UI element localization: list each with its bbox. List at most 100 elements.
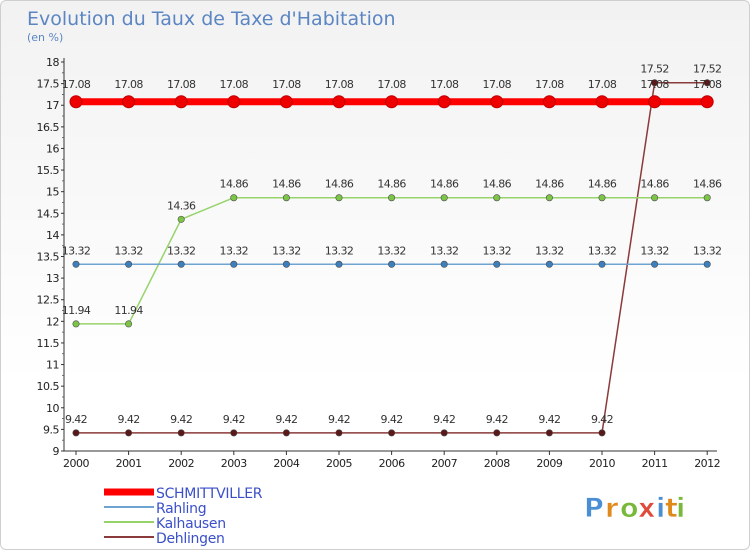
data-point: [703, 79, 711, 87]
y-tick-label: 16: [46, 142, 59, 155]
data-point: [335, 194, 343, 202]
data-label: 9.42: [170, 413, 192, 426]
data-point: [385, 95, 399, 109]
data-label: 14.86: [693, 178, 722, 191]
series-line-dehlingen: [76, 81, 708, 434]
series-lines: [76, 81, 708, 434]
data-point: [545, 194, 553, 202]
y-tick-label: 16.5: [37, 121, 60, 134]
data-point: [598, 260, 606, 268]
data-point: [703, 260, 711, 268]
chart-subtitle: (en %): [27, 31, 63, 44]
data-point: [125, 320, 133, 328]
y-tick-label: 11.5: [37, 337, 60, 350]
data-label: 17.08: [535, 78, 564, 91]
data-point: [440, 260, 448, 268]
data-label: 11.94: [62, 304, 91, 317]
data-label: 13.32: [588, 244, 617, 257]
data-label: 17.08: [588, 78, 617, 91]
x-tick-label: 2001: [116, 457, 142, 470]
y-tick-label: 18: [46, 56, 59, 69]
legend-label: SCHMITTVILLER: [156, 486, 263, 502]
data-point: [230, 260, 238, 268]
data-label: 13.32: [377, 244, 406, 257]
y-tick-label: 12.5: [37, 294, 60, 307]
data-label: 9.42: [591, 413, 613, 426]
data-point: [335, 260, 343, 268]
logo-letter: r: [605, 493, 619, 524]
data-label: 17.08: [640, 78, 669, 91]
data-label: 17.08: [272, 78, 301, 91]
data-point: [493, 429, 501, 437]
legend-label: Rahling: [156, 501, 206, 517]
data-label: 17.08: [62, 78, 91, 91]
data-label: 13.32: [325, 244, 354, 257]
data-label: 13.32: [640, 244, 669, 257]
x-tick-label: 2000: [63, 457, 89, 470]
chart-title: Evolution du Taux de Taxe d'Habitation: [27, 8, 396, 30]
data-label: 9.42: [275, 413, 297, 426]
data-label: 9.42: [118, 413, 140, 426]
logo-letter: i: [676, 493, 685, 524]
data-label: 17.08: [430, 78, 459, 91]
logo-letter: P: [584, 493, 604, 524]
data-label: 13.32: [693, 244, 722, 257]
data-label: 17.08: [483, 78, 512, 91]
y-tick-label: 17: [46, 99, 59, 112]
data-label: 17.08: [114, 78, 143, 91]
data-label: 9.42: [65, 413, 87, 426]
data-point: [493, 260, 501, 268]
data-label: 14.86: [483, 178, 512, 191]
legend-label: Dehlingen: [156, 531, 225, 547]
data-point: [700, 95, 714, 109]
data-point: [595, 95, 609, 109]
data-label: 17.52: [640, 63, 669, 76]
data-point: [174, 95, 188, 109]
data-label: 11.94: [114, 304, 143, 317]
data-point: [279, 95, 293, 109]
data-label: 13.32: [272, 244, 301, 257]
legend-label: Kalhausen: [156, 516, 226, 532]
logo-letter: o: [620, 493, 639, 524]
data-point: [282, 260, 290, 268]
data-point: [651, 194, 659, 202]
logo-letter: t: [665, 493, 678, 524]
y-tick-label: 15.5: [37, 164, 60, 177]
data-label: 9.42: [223, 413, 245, 426]
series-markers: [69, 79, 714, 437]
x-tick-label: 2003: [221, 457, 247, 470]
data-point: [648, 95, 662, 109]
data-label: 13.32: [167, 244, 196, 257]
data-point: [125, 260, 133, 268]
data-point: [72, 260, 80, 268]
data-label: 9.42: [486, 413, 508, 426]
data-label: 9.42: [328, 413, 350, 426]
x-tick-label: 2006: [379, 457, 405, 470]
data-point: [282, 429, 290, 437]
data-label: 9.42: [433, 413, 455, 426]
data-label: 17.52: [693, 63, 722, 76]
data-point: [545, 260, 553, 268]
data-label: 9.42: [381, 413, 403, 426]
data-label: 17.08: [220, 78, 249, 91]
data-label: 13.32: [220, 244, 249, 257]
data-point: [230, 194, 238, 202]
data-label: 13.32: [430, 244, 459, 257]
logo-letter: x: [638, 493, 655, 524]
y-tick-label: 11: [46, 359, 59, 372]
logo-letter: i: [656, 493, 665, 524]
data-point: [335, 429, 343, 437]
data-point: [282, 194, 290, 202]
data-label: 14.36: [167, 199, 196, 212]
x-tick-label: 2005: [326, 457, 352, 470]
data-label: 17.08: [693, 78, 722, 91]
data-label: 14.86: [325, 178, 354, 191]
x-tick-label: 2007: [431, 457, 457, 470]
data-point: [651, 260, 659, 268]
data-label: 14.86: [377, 178, 406, 191]
data-point: [227, 95, 241, 109]
y-tick-label: 10: [46, 402, 59, 415]
data-label: 14.86: [640, 178, 669, 191]
x-tick-label: 2011: [642, 457, 668, 470]
